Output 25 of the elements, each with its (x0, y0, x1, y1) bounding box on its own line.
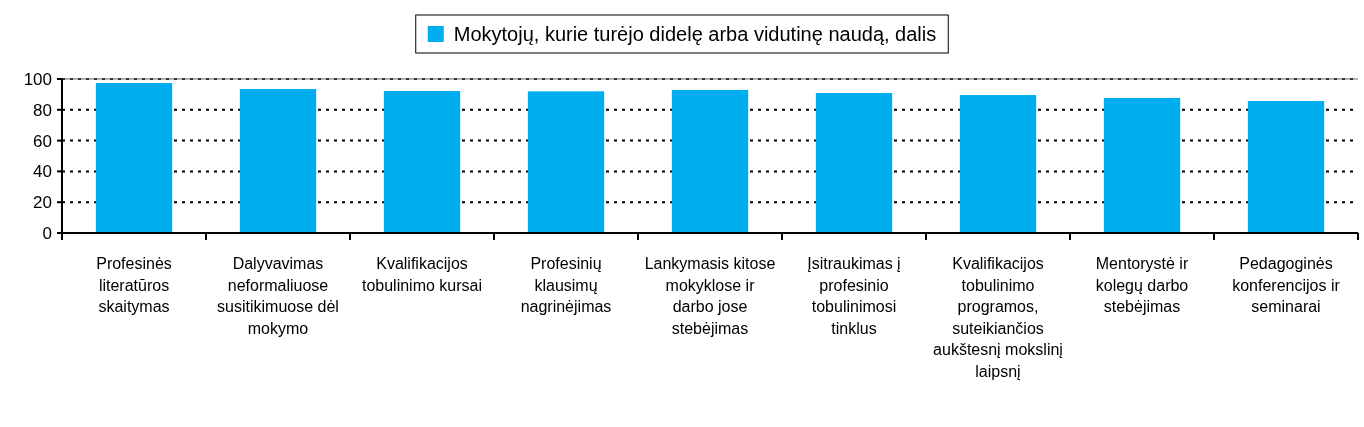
bar (95, 83, 173, 233)
x-tick-label: Kvalifikacijos tobulinimo kursai (361, 255, 483, 294)
bar (527, 91, 605, 233)
y-tick-label: 0 (42, 223, 52, 243)
y-tick-label: 60 (33, 131, 52, 151)
y-tick-label: 100 (23, 69, 52, 89)
x-tick-label: Profesinių klausimų nagrinėjimas (520, 255, 612, 315)
x-tick-label: Mentorystė ir kolegų darbo stebėjimas (1095, 255, 1189, 315)
legend-label: Mokytojų, kurie turėjo didelę arba vidutinę naudą, dalis (453, 23, 937, 45)
bar (671, 89, 749, 233)
x-tick-label: Įsitraukimas į profesinio tobulinimosi tinklus (807, 255, 901, 337)
x-tick-label: Kvalifikacijos tobulinimo programos, suteikiančios aukštesnį mokslinį laipsnį (933, 255, 1063, 380)
bar (1247, 101, 1325, 233)
bar (815, 93, 893, 233)
bar (959, 95, 1037, 233)
bar (1103, 97, 1181, 233)
x-tick-label: Lankymasis kitose mokyklose ir darbo jose stebėjimas (644, 255, 776, 337)
y-tick-label: 80 (33, 100, 52, 120)
y-tick-label: 40 (33, 162, 52, 182)
bar (383, 91, 461, 233)
x-tick-label: Dalyvavimas neformaliuose susitikimuose dėl mokymo (217, 255, 339, 337)
bar (239, 89, 317, 233)
y-tick-label: 20 (33, 193, 52, 213)
x-tick-label: Pedagoginės konferencijos ir seminarai (1232, 255, 1341, 315)
x-tick-label: Profesinės literatūros skaitymas (96, 255, 172, 315)
